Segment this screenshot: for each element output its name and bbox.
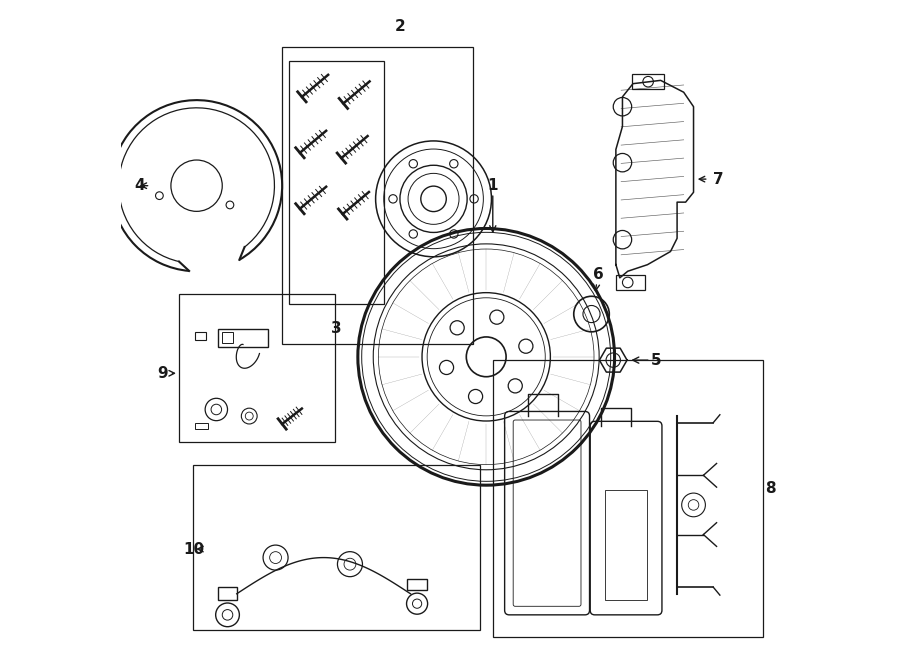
Bar: [493, 360, 762, 637]
Bar: [179, 294, 335, 442]
Bar: [289, 61, 384, 304]
Text: 4: 4: [134, 178, 145, 193]
Text: 8: 8: [765, 481, 775, 496]
Bar: [283, 48, 473, 344]
Bar: [633, 75, 664, 89]
Text: 5: 5: [633, 352, 662, 368]
Bar: [194, 465, 480, 630]
Bar: [194, 332, 206, 340]
Bar: [195, 422, 209, 429]
Bar: [616, 275, 645, 290]
Text: 9: 9: [157, 366, 167, 381]
Bar: [219, 587, 237, 600]
Text: 3: 3: [331, 321, 342, 336]
Bar: [605, 490, 647, 600]
Bar: [219, 329, 267, 347]
Text: 2: 2: [395, 19, 406, 34]
Bar: [407, 578, 427, 590]
Text: 1: 1: [488, 178, 498, 232]
Bar: [221, 332, 233, 343]
Text: 10: 10: [184, 541, 204, 557]
Text: 7: 7: [714, 172, 724, 186]
Text: 6: 6: [593, 267, 604, 291]
